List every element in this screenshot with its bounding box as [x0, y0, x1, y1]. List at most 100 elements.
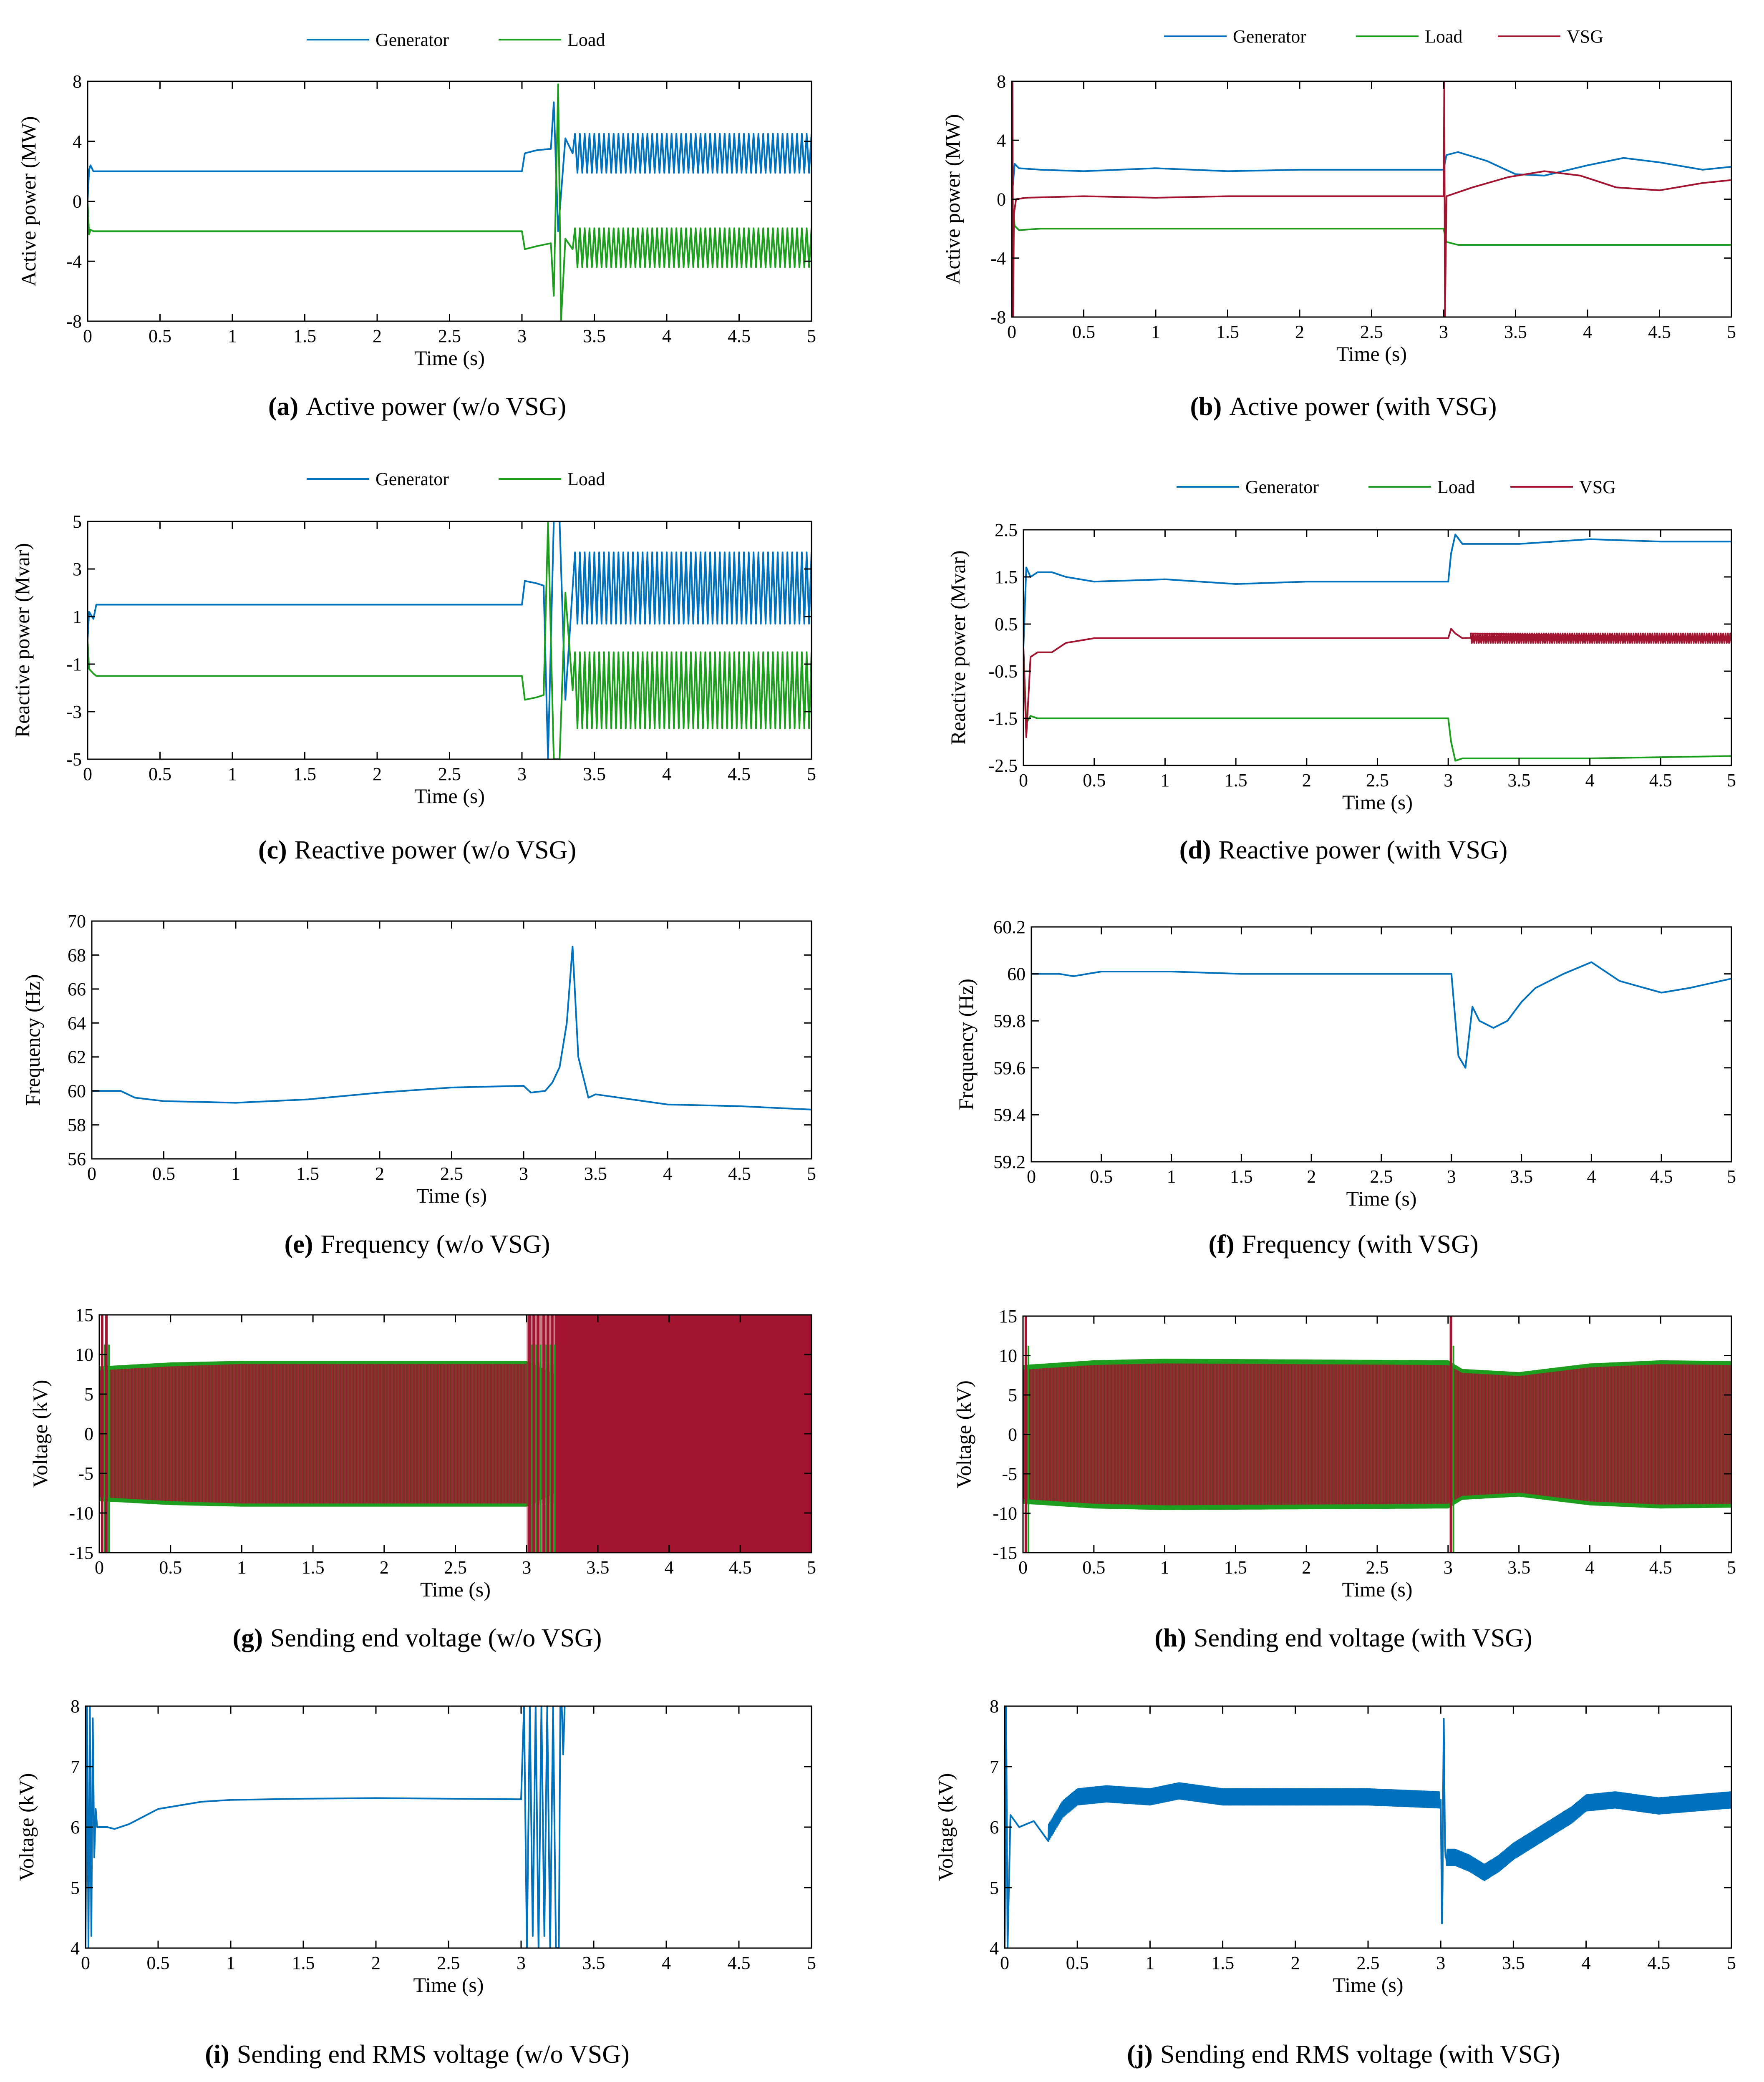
x-tick-label: 3	[1444, 1557, 1453, 1578]
x-tick-label: 1.5	[1230, 1166, 1253, 1187]
caption-text: Frequency (with VSG)	[1242, 1230, 1478, 1259]
x-tick-label: 5	[1727, 322, 1736, 342]
x-tick-label: 1	[228, 764, 237, 784]
saturated-region	[555, 1315, 811, 1553]
y-tick-label: -1.5	[988, 708, 1018, 729]
y-tick-label: 1.5	[995, 567, 1018, 587]
x-tick-label: 1.5	[302, 1557, 325, 1578]
chart-panel-f: 0 0.5 1 1.5 2 2.5 3 3.5 4 4.5 5 59.2 59.4 59.6 59.8 60 6…	[954, 917, 1736, 1259]
y-tick-label: 4	[71, 1938, 80, 1959]
x-tick-label: 2.5	[438, 326, 461, 346]
y-tick-label: 62	[68, 1047, 86, 1067]
plot-area	[1031, 961, 1731, 1069]
chart-panel-c: 0 0.5 1 1.5 2 2.5 3 3.5 4 4.5 5 -5 -3 -1 1 3 5 Time (s) Re…	[10, 469, 816, 864]
legend: Generator Load VSG	[1164, 26, 1603, 47]
x-tick-label: 0.5	[1066, 1953, 1089, 1973]
x-tick-label: 0	[1018, 1557, 1028, 1578]
series-vsg	[1023, 628, 1731, 738]
caption-letter: (f)	[1208, 1230, 1234, 1259]
x-tick-label: 1	[1167, 1166, 1176, 1187]
y-tick-label: 8	[71, 1696, 80, 1717]
y-tick-label: 7	[71, 1757, 80, 1777]
y-tick-label: 64	[68, 1013, 86, 1033]
caption-letter: (c)	[258, 836, 287, 864]
y-tick-label: 6	[990, 1817, 999, 1838]
x-tick-label: 2	[380, 1557, 389, 1578]
y-axis-label: Reactive power (Mvar)	[10, 543, 34, 738]
x-tick-label: 2.5	[1357, 1953, 1380, 1973]
x-tick-label: 2	[373, 326, 382, 346]
caption-letter: (i)	[205, 2040, 229, 2069]
caption-text: Sending end voltage (with VSG)	[1194, 1624, 1532, 1652]
y-tick-label: 0	[1008, 1425, 1017, 1445]
axes-box	[1004, 1705, 1732, 1949]
caption-text: Active power (with VSG)	[1229, 393, 1497, 421]
x-tick-label: 3	[522, 1557, 531, 1578]
x-tick-label: 2.5	[1370, 1166, 1393, 1187]
y-tick-label: -8	[66, 311, 82, 332]
x-tick-label: 0.5	[1090, 1166, 1113, 1187]
x-tick-label: 0	[87, 1163, 96, 1184]
x-tick-label: 2	[1307, 1166, 1316, 1187]
series-vsg	[1012, 81, 1731, 317]
x-tick-label: 3	[1444, 770, 1453, 791]
y-tick-label: 4	[73, 131, 82, 152]
caption-text: Sending end RMS voltage (w/o VSG)	[237, 2040, 630, 2069]
y-tick-label: -5	[1002, 1464, 1017, 1484]
y-tick-label: -4	[66, 251, 82, 272]
caption-text: Sending end voltage (w/o VSG)	[270, 1624, 602, 1652]
x-tick-label: 1.5	[1224, 1557, 1247, 1578]
x-tick-label: 1	[237, 1557, 246, 1578]
x-tick-label: 0.5	[152, 1163, 175, 1184]
x-axis-label: Time (s)	[1342, 791, 1413, 814]
y-tick-label: 4	[990, 1938, 999, 1959]
caption-text: Reactive power (with VSG)	[1219, 836, 1508, 864]
caption-letter: (a)	[268, 393, 298, 421]
x-tick-label: 3.5	[1502, 1953, 1525, 1973]
y-tick-label: 70	[68, 911, 86, 931]
x-tick-label: 2.5	[444, 1557, 467, 1578]
caption-letter: (j)	[1127, 2040, 1153, 2069]
x-tick-label: 4.5	[1650, 1166, 1673, 1187]
x-tick-label: 2	[375, 1163, 384, 1184]
legend: Generator Load	[307, 469, 605, 489]
series-load	[88, 83, 811, 321]
caption-e: (e) Frequency (w/o VSG)	[285, 1230, 550, 1259]
y-tick-label: 15	[75, 1305, 93, 1325]
y-tick-label: 15	[999, 1306, 1017, 1327]
y-tick-label: -15	[993, 1543, 1017, 1563]
x-tick-label: 3	[519, 1163, 528, 1184]
x-tick-label: 3	[517, 1953, 526, 1973]
x-tick-label: 4	[663, 1163, 672, 1184]
x-axis-label: Time (s)	[1342, 1578, 1412, 1601]
chart-panel-i: 0 0.5 1 1.5 2 2.5 3 3.5 4 4.5 5 4 5 6 7 8 Time (s) Voltag…	[15, 1696, 816, 2069]
x-tick-label: 5	[807, 1163, 816, 1184]
x-tick-label: 2	[1302, 1557, 1311, 1578]
y-tick-label: 59.2	[993, 1152, 1026, 1172]
y-tick-label: -0.5	[988, 661, 1018, 682]
series-frequency	[1031, 961, 1731, 1069]
legend-label-load: Load	[1437, 477, 1475, 497]
caption-a: (a) Active power (w/o VSG)	[268, 393, 566, 421]
x-axis-label: Time (s)	[420, 1578, 491, 1601]
series-generator	[88, 101, 811, 232]
x-tick-label: 1	[1160, 1557, 1169, 1578]
x-tick-label: 5	[1727, 770, 1736, 791]
y-tick-label: 2.5	[995, 520, 1018, 540]
envelope-red	[1023, 1363, 1731, 1505]
y-axis-label: Voltage (kV)	[934, 1773, 957, 1881]
x-tick-label: 0.5	[1083, 770, 1106, 791]
x-tick-label: 0.5	[149, 326, 171, 346]
axes-box	[1011, 81, 1732, 318]
y-axis-label: Active power (MW)	[17, 116, 40, 286]
caption-j: (j) Sending end RMS voltage (with VSG)	[1127, 2040, 1560, 2069]
x-tick-label: 1	[231, 1163, 240, 1184]
wave-texture	[99, 1364, 556, 1504]
series-load	[1023, 647, 1731, 762]
caption-letter: (e)	[285, 1230, 313, 1259]
series-load	[1012, 199, 1731, 246]
x-axis-label: Time (s)	[416, 1184, 487, 1207]
x-tick-label: 1.5	[1216, 322, 1239, 342]
y-tick-label: 58	[68, 1115, 86, 1135]
series-load	[88, 521, 811, 759]
